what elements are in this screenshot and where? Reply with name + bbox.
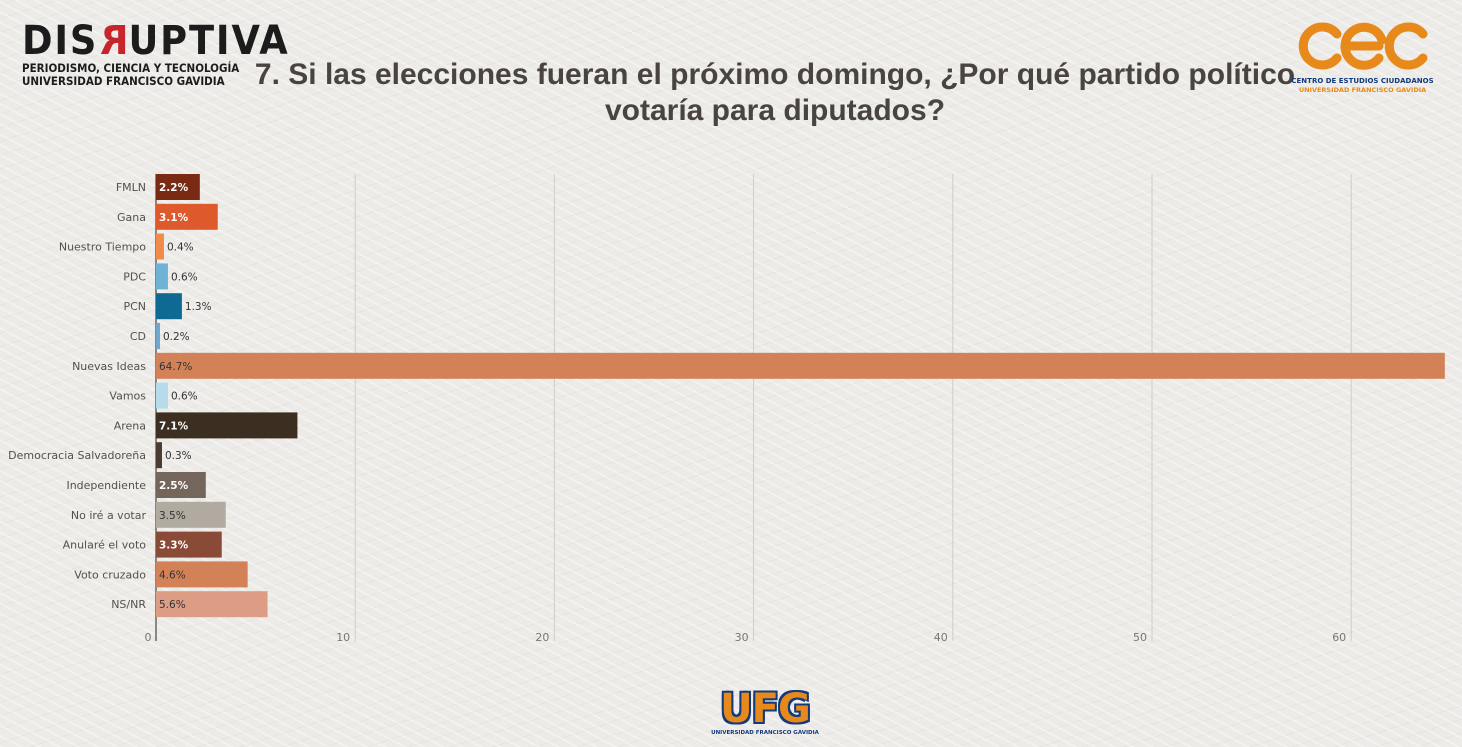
- disruptiva-wordmark: DISRUPTIVA: [22, 18, 290, 64]
- cec-university: UNIVERSIDAD FRANCISCO GAVIDIA: [1298, 86, 1427, 94]
- disruptiva-university: UNIVERSIDAD FRANCISCO GAVIDIA: [22, 74, 225, 88]
- x-tick-label: 30: [735, 631, 749, 644]
- cec-logo: CENTRO DE ESTUDIOS CIUDADANOS UNIVERSIDA…: [1290, 20, 1435, 94]
- bar: [156, 412, 298, 439]
- bar: [156, 233, 164, 260]
- category-label: Vamos: [109, 390, 146, 403]
- bar: [156, 203, 218, 230]
- data-label: 64.7%: [159, 361, 192, 373]
- data-label: 2.2%: [159, 182, 189, 194]
- category-label: Nuevas Ideas: [72, 360, 146, 373]
- data-label: 2.5%: [159, 480, 189, 492]
- bar: [156, 531, 222, 558]
- bar: [156, 501, 226, 528]
- bar: [156, 323, 160, 349]
- page-title: 7. Si las elecciones fueran el próximo d…: [254, 58, 1296, 127]
- data-label: 3.5%: [159, 510, 186, 522]
- cec-name: CENTRO DE ESTUDIOS CIUDADANOS: [1291, 77, 1434, 85]
- bar: [156, 591, 268, 618]
- data-label: 1.3%: [185, 301, 212, 313]
- data-label: 0.6%: [171, 391, 198, 403]
- category-label: Independiente: [66, 479, 146, 492]
- category-label: No iré a votar: [71, 509, 147, 522]
- data-label: 0.3%: [165, 450, 192, 462]
- category-label: PDC: [123, 270, 146, 283]
- category-label: PCN: [123, 300, 146, 313]
- ufg-university: UNIVERSIDAD FRANCISCO GAVIDIA: [711, 730, 819, 736]
- data-label: 0.2%: [163, 331, 190, 343]
- bar: [156, 472, 206, 498]
- bar: [156, 382, 168, 409]
- category-label: CD: [130, 330, 146, 343]
- x-tick-label: 50: [1133, 631, 1147, 644]
- x-tick-label: 40: [934, 631, 948, 644]
- cec-mark-icon: [1298, 22, 1427, 70]
- category-label: NS/NR: [111, 598, 146, 611]
- bar: [156, 293, 182, 320]
- x-tick-label: 20: [535, 631, 549, 644]
- x-tick-label: 0: [145, 631, 152, 644]
- disruptiva-logo: DISRUPTIVA PERIODISMO, CIENCIA Y TECNOLO…: [22, 18, 290, 88]
- category-label: Anularé el voto: [63, 539, 147, 552]
- category-label: Arena: [114, 419, 146, 432]
- category-label: Gana: [117, 211, 146, 224]
- category-label: Nuestro Tiempo: [59, 241, 146, 254]
- bar: [156, 263, 168, 290]
- data-label: 7.1%: [159, 420, 189, 432]
- x-tick-label: 60: [1332, 631, 1346, 644]
- bar: [156, 442, 162, 469]
- disruptiva-tagline: PERIODISMO, CIENCIA Y TECNOLOGÍA: [22, 61, 240, 75]
- data-label: 5.6%: [159, 599, 186, 611]
- data-label: 0.4%: [167, 242, 194, 254]
- data-label: 4.6%: [159, 569, 186, 581]
- ufg-wordmark: UFG: [720, 686, 811, 732]
- data-label: 3.3%: [159, 540, 189, 552]
- bar: [156, 352, 1445, 379]
- x-tick-label: 10: [336, 631, 350, 644]
- data-label: 3.1%: [159, 212, 189, 224]
- data-label: 0.6%: [171, 271, 198, 283]
- category-label: Voto cruzado: [74, 568, 146, 581]
- category-label: Democracia Salvadoreña: [8, 449, 146, 462]
- category-label: FMLN: [116, 181, 146, 194]
- bar: [156, 174, 200, 200]
- ufg-logo: UFG UNIVERSIDAD FRANCISCO GAVIDIA: [690, 688, 840, 737]
- bar: [156, 561, 248, 588]
